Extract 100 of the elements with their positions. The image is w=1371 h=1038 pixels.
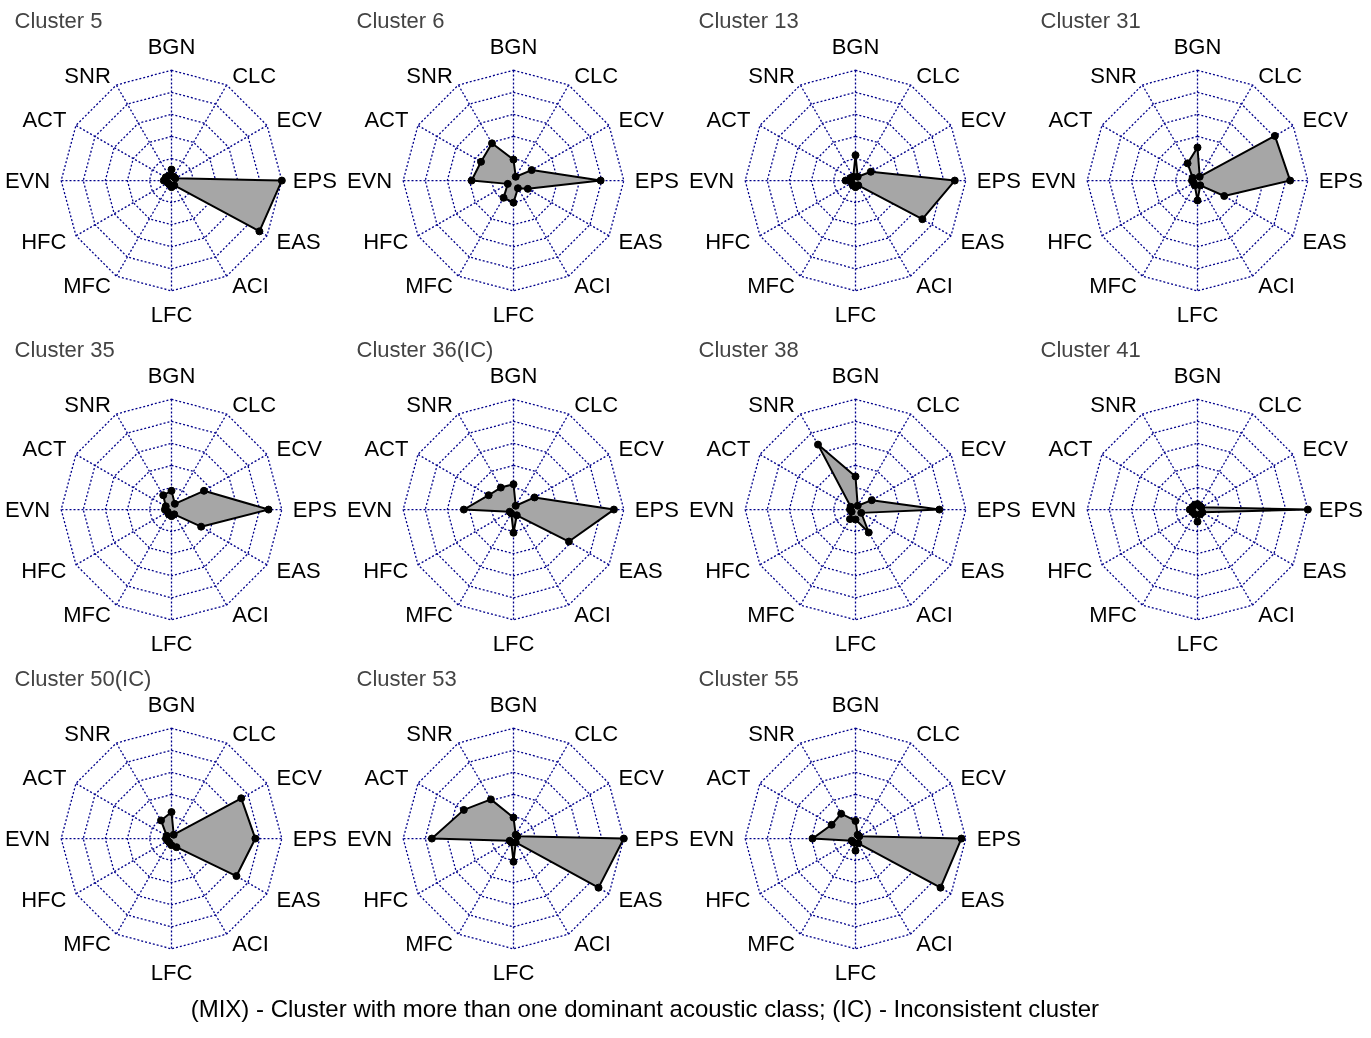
- spoke-label: SNR: [748, 62, 795, 88]
- spoke-label: EVN: [688, 826, 735, 852]
- spoke-label: MFC: [405, 931, 453, 957]
- spoke-label: EVN: [4, 497, 51, 523]
- spoke-label: HFC: [21, 886, 67, 912]
- spoke-label: ACT: [1048, 107, 1093, 133]
- spoke-label: HFC: [1047, 557, 1093, 583]
- spoke-label: SNR: [64, 720, 111, 746]
- spoke-label: EPS: [634, 168, 679, 194]
- chart-title: Cluster 55: [698, 665, 799, 691]
- spoke-label: EPS: [976, 168, 1021, 194]
- spoke-label: MFC: [747, 931, 795, 957]
- spoke-label: ECV: [960, 436, 1007, 462]
- chart-title: Cluster 53: [356, 665, 457, 691]
- spoke-label: ECV: [960, 107, 1007, 133]
- spoke-label: MFC: [747, 602, 795, 628]
- spoke-label: CLC: [574, 62, 619, 88]
- chart-title: Cluster 38: [698, 336, 799, 362]
- spoke-label: ACI: [916, 273, 953, 299]
- spoke-label: HFC: [705, 228, 751, 254]
- spoke-label: EAS: [618, 557, 663, 583]
- spoke-label: MFC: [63, 931, 111, 957]
- chart-title: Cluster 31: [1040, 7, 1141, 33]
- spoke-label: HFC: [1047, 228, 1093, 254]
- spoke-label: BGN: [831, 692, 880, 718]
- spoke-label: BGN: [489, 363, 538, 389]
- spoke-label: ECV: [1302, 107, 1349, 133]
- spoke-label: ACT: [22, 436, 67, 462]
- spoke-label: MFC: [1089, 273, 1137, 299]
- chart-title: Cluster 41: [1040, 336, 1141, 362]
- spoke-label: EAS: [960, 886, 1005, 912]
- spoke-label: EPS: [976, 826, 1021, 852]
- spoke-label: LFC: [834, 959, 877, 985]
- spoke-label: MFC: [1089, 602, 1137, 628]
- spoke-label: ECV: [960, 765, 1007, 791]
- spoke-label: LFC: [150, 959, 193, 985]
- spoke-label: CLC: [916, 391, 961, 417]
- spoke-label: ECV: [276, 107, 323, 133]
- spoke-label: EAS: [276, 557, 321, 583]
- spoke-label: SNR: [1090, 391, 1137, 417]
- spoke-label: EVN: [688, 168, 735, 194]
- spoke-label: EVN: [346, 826, 393, 852]
- spoke-label: EPS: [634, 826, 679, 852]
- spoke-label: ACT: [22, 765, 67, 791]
- spoke-label: HFC: [21, 228, 67, 254]
- spoke-label: MFC: [747, 273, 795, 299]
- spoke-label: BGN: [489, 34, 538, 60]
- spoke-label: ACI: [916, 931, 953, 957]
- spoke-label: LFC: [834, 301, 877, 327]
- spoke-label: ACT: [706, 765, 751, 791]
- spoke-label: MFC: [405, 273, 453, 299]
- spoke-label: CLC: [916, 720, 961, 746]
- spoke-label: ACI: [232, 602, 269, 628]
- spoke-label: ECV: [1302, 436, 1349, 462]
- spoke-label: EPS: [1318, 497, 1363, 523]
- spoke-label: MFC: [63, 602, 111, 628]
- spoke-label: EVN: [346, 168, 393, 194]
- spoke-label: MFC: [405, 602, 453, 628]
- spoke-label: HFC: [21, 557, 67, 583]
- spoke-label: LFC: [834, 630, 877, 656]
- spoke-label: EVN: [346, 497, 393, 523]
- spoke-label: ECV: [276, 765, 323, 791]
- spoke-label: ACI: [232, 931, 269, 957]
- spoke-label: MFC: [63, 273, 111, 299]
- spoke-label: EPS: [292, 497, 337, 523]
- spoke-label: EPS: [292, 826, 337, 852]
- spoke-label: EAS: [618, 228, 663, 254]
- spoke-label: HFC: [363, 228, 409, 254]
- spoke-label: ACI: [574, 602, 611, 628]
- spoke-label: EAS: [1302, 557, 1347, 583]
- chart-title: Cluster 13: [698, 7, 799, 33]
- spoke-label: CLC: [232, 720, 277, 746]
- spoke-label: EPS: [1318, 168, 1363, 194]
- chart-title: Cluster 50(IC): [14, 665, 152, 691]
- spoke-label: ACT: [364, 765, 409, 791]
- spoke-label: SNR: [64, 62, 111, 88]
- spoke-label: HFC: [705, 557, 751, 583]
- spoke-label: BGN: [831, 363, 880, 389]
- spoke-label: ECV: [618, 765, 665, 791]
- spoke-label: CLC: [1258, 391, 1303, 417]
- spoke-label: ACT: [1048, 436, 1093, 462]
- spoke-label: BGN: [1173, 363, 1222, 389]
- spoke-label: EAS: [960, 557, 1005, 583]
- spoke-label: ECV: [276, 436, 323, 462]
- spoke-label: EVN: [1030, 497, 1077, 523]
- spoke-label: ACT: [22, 107, 67, 133]
- spoke-label: CLC: [916, 62, 961, 88]
- spoke-label: SNR: [748, 391, 795, 417]
- spoke-label: ACI: [232, 273, 269, 299]
- spoke-label: LFC: [492, 959, 535, 985]
- spoke-label: LFC: [150, 301, 193, 327]
- spoke-label: LFC: [1176, 301, 1219, 327]
- spoke-label: LFC: [1176, 630, 1219, 656]
- spoke-label: SNR: [1090, 62, 1137, 88]
- spoke-label: SNR: [406, 62, 453, 88]
- spoke-label: BGN: [489, 692, 538, 718]
- spoke-label: CLC: [232, 62, 277, 88]
- chart-title: Cluster 5: [14, 7, 103, 33]
- spoke-label: SNR: [406, 720, 453, 746]
- text: (MIX) - Cluster with more than one dominant acoustic class; (IC) - Inconsistent cluster: [190, 995, 1100, 1022]
